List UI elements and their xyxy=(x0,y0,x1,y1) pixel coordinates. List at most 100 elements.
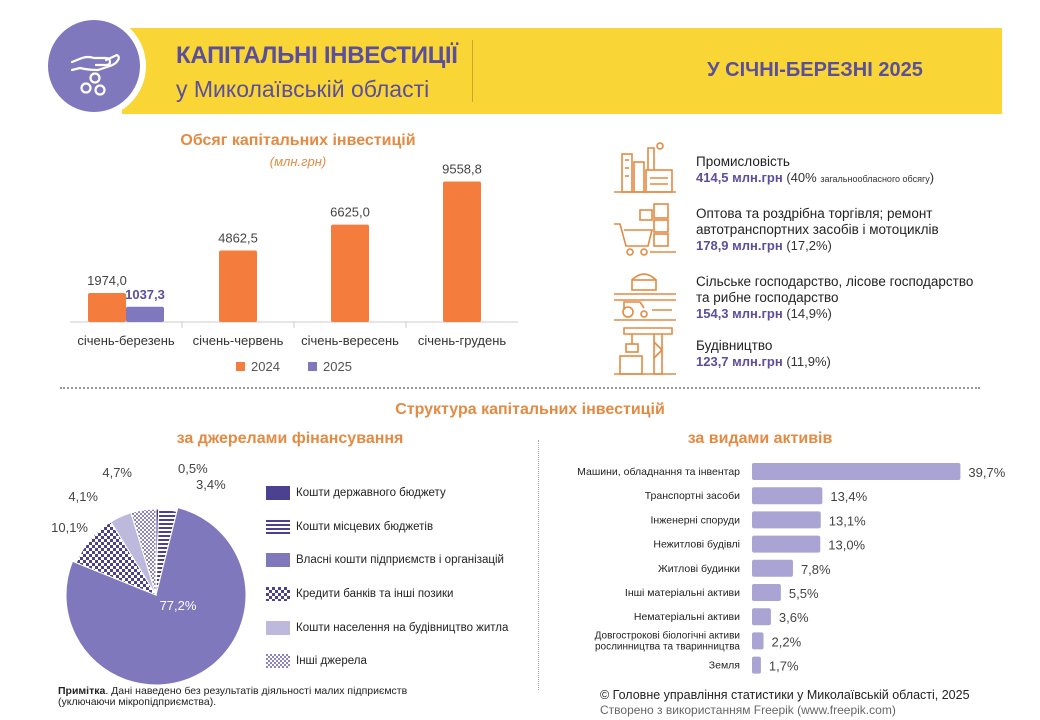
header-divider xyxy=(472,40,473,102)
period-label: У СІЧНІ-БЕРЕЗНІ 2025 xyxy=(707,59,923,81)
sector-share: (17,2%) xyxy=(786,238,832,253)
sector-share: (11,9%) xyxy=(786,354,831,369)
asset-value-label: 5,5% xyxy=(789,586,819,601)
asset-bar-2 xyxy=(752,511,821,529)
crane-icon xyxy=(614,327,676,375)
sector-note: загальнообласного обсягу xyxy=(820,174,930,184)
section-separator xyxy=(60,387,980,389)
sector-share-close: ) xyxy=(929,170,935,185)
tractor-icon xyxy=(614,273,676,321)
asset-value-label: 1,7% xyxy=(769,659,799,674)
sector-name: Сільське господарство, лісове господарст… xyxy=(696,274,974,305)
factory-icon xyxy=(614,142,676,193)
pie-label: 10,1% xyxy=(51,520,88,535)
pie-legend-item: Кошти місцевих бюджетів xyxy=(266,520,433,534)
asset-value-label: 3,6% xyxy=(779,610,809,625)
asset-category-label: Нежитлові будівлі xyxy=(653,539,740,551)
legend-label: Кредити банків та інші позики xyxy=(296,588,454,600)
asset-category-label: Довгострокові біологічні активи xyxy=(595,629,740,641)
sector-amount: 178,9 млн.грн xyxy=(696,238,783,253)
asset-value-label: 13,1% xyxy=(829,513,866,528)
legend-2025: 2025 xyxy=(308,359,352,374)
pie-legend-item: Кошти державного бюджету xyxy=(266,486,446,500)
bar-chart-subtitle: (млн.грн) xyxy=(269,154,327,169)
sector-share: (40% xyxy=(786,170,817,185)
legend-swatch-state-budget xyxy=(266,486,290,500)
sector-industry: Промисловість 414,5 млн.грн (40% загальн… xyxy=(610,140,980,196)
asset-bar-4 xyxy=(752,559,793,577)
bar-label: 1974,0 xyxy=(87,273,127,288)
shopping-cart-icon xyxy=(614,203,676,256)
sector-name: Оптова та роздрібна торгівля; ремонт авт… xyxy=(696,206,939,237)
page-title: КАПІТАЛЬНІ ІНВЕСТИЦІЇ xyxy=(176,42,458,69)
bar-label: 9558,8 xyxy=(442,161,482,176)
legend-swatch-other-sources xyxy=(266,654,290,668)
asset-bar-1 xyxy=(752,487,823,505)
asset-value-label: 39,7% xyxy=(968,465,1005,480)
header-band xyxy=(122,28,1002,114)
structure-title: Структура капітальних інвестицій xyxy=(395,401,665,418)
asset-category-label: Житлові будинки xyxy=(658,563,740,575)
pie-label: 4,7% xyxy=(102,465,132,480)
asset-category-label: рослинництва та тваринництва xyxy=(595,641,740,652)
pie-label: 3,4% xyxy=(196,477,226,492)
asset-value-label: 7,8% xyxy=(801,562,831,577)
asset-value-label: 13,0% xyxy=(828,538,865,553)
asset-category-label: Транспортні засоби xyxy=(645,490,740,502)
sector-name: Промисловість xyxy=(696,154,790,169)
pie-slice-5 xyxy=(130,508,157,596)
assets-bar-chart: Машини, обладнання та інвентар 39,7% Транс… xyxy=(577,463,1006,674)
vertical-separator xyxy=(538,440,539,690)
legend-swatch-2025 xyxy=(308,362,317,371)
pie-slice-2 xyxy=(65,507,247,685)
footnote: Примітка. Дані наведено без результатів … xyxy=(58,686,438,708)
asset-bar-8 xyxy=(752,656,761,674)
sector-construction: Будівництво 123,7 млн.грн (11,9%) xyxy=(610,322,980,378)
legend-label: Кошти населення на будівництво житла xyxy=(296,622,509,634)
pie-legend-item: Власні кошти підприємств і організацій xyxy=(266,553,504,567)
asset-category-label: Інженерні споруди xyxy=(651,514,741,526)
bar-2024-1 xyxy=(219,250,257,322)
pie-chart: 0,5%3,4% 77,2% 10,1% 4,1% 4,7% xyxy=(51,461,247,685)
pie-legend-item: Кошти населення на будівництво житла xyxy=(266,621,508,635)
bar-2024-0 xyxy=(88,292,126,322)
x-tick-label: січень-грудень xyxy=(418,333,507,348)
sources-title: за джерелами фінансування xyxy=(176,430,404,447)
legend-swatch-2024 xyxy=(236,362,245,371)
sector-amount: 414,5 млн.грн xyxy=(696,170,783,185)
bar-label: 6625,0 xyxy=(330,205,370,220)
pie-legend-item: Інші джерела xyxy=(266,654,367,668)
legend-label-2024: 2024 xyxy=(251,359,280,374)
asset-value-label: 13,4% xyxy=(830,489,867,504)
page-subtitle: у Миколаївській області xyxy=(176,76,430,102)
asset-category-label: Інші матеріальні активи xyxy=(625,587,740,599)
sector-share: (14,9%) xyxy=(786,306,832,321)
sector-value: 154,3 млн.грн (14,9%) xyxy=(696,306,986,322)
legend-label-2025: 2025 xyxy=(323,359,352,374)
x-tick-label: січень-червень xyxy=(193,333,284,348)
x-tick-label: січень-вересень xyxy=(301,333,399,348)
x-tick-label: січень-березень xyxy=(77,333,175,348)
sector-agriculture: Сільське господарство, лісове господарст… xyxy=(610,264,980,324)
legend-label: Кошти місцевих бюджетів xyxy=(296,521,434,533)
logo-circle xyxy=(48,20,140,112)
bar-2024-3 xyxy=(443,181,481,322)
asset-bar-6 xyxy=(752,608,771,626)
bar-label: 1037,3 xyxy=(125,287,165,302)
legend-2024: 2024 xyxy=(236,359,280,374)
asset-bar-0 xyxy=(752,463,961,480)
sector-value: 178,9 млн.грн (17,2%) xyxy=(696,238,986,254)
sector-value: 414,5 млн.грн (40% загальнообласного обс… xyxy=(696,170,986,187)
asset-category-label: Машини, обладнання та інвентар xyxy=(577,466,740,478)
bar-label: 4862,5 xyxy=(218,231,258,246)
footnote-text: . Дані наведено без результатів діяльнос… xyxy=(58,685,408,708)
legend-label: Власні кошти підприємств і організацій xyxy=(296,554,504,566)
bar-chart-title: Обсяг капітальних інвестицій xyxy=(180,132,416,149)
pie-label: 77,2% xyxy=(160,598,197,613)
bar-2025-0 xyxy=(126,306,164,322)
asset-bar-3 xyxy=(752,535,821,553)
sector-amount: 123,7 млн.грн xyxy=(696,354,783,369)
legend-swatch-local-budgets xyxy=(266,520,290,534)
pie-legend-item: Кредити банків та інші позики xyxy=(266,587,453,601)
